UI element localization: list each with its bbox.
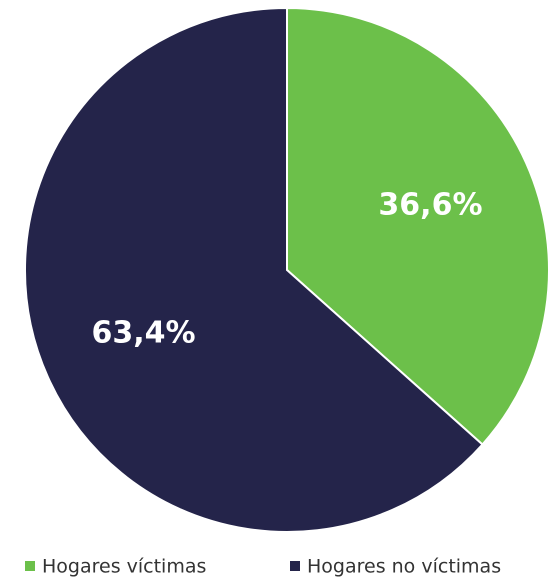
legend-label: Hogares no víctimas xyxy=(307,556,501,578)
legend-swatch xyxy=(290,561,300,571)
data-label: 63,4% xyxy=(91,316,195,351)
legend-label: Hogares víctimas xyxy=(42,556,206,578)
legend-swatch xyxy=(25,561,35,571)
data-label: 36,6% xyxy=(378,187,482,222)
pie-slice xyxy=(24,6,484,533)
pie-slice xyxy=(286,6,550,446)
